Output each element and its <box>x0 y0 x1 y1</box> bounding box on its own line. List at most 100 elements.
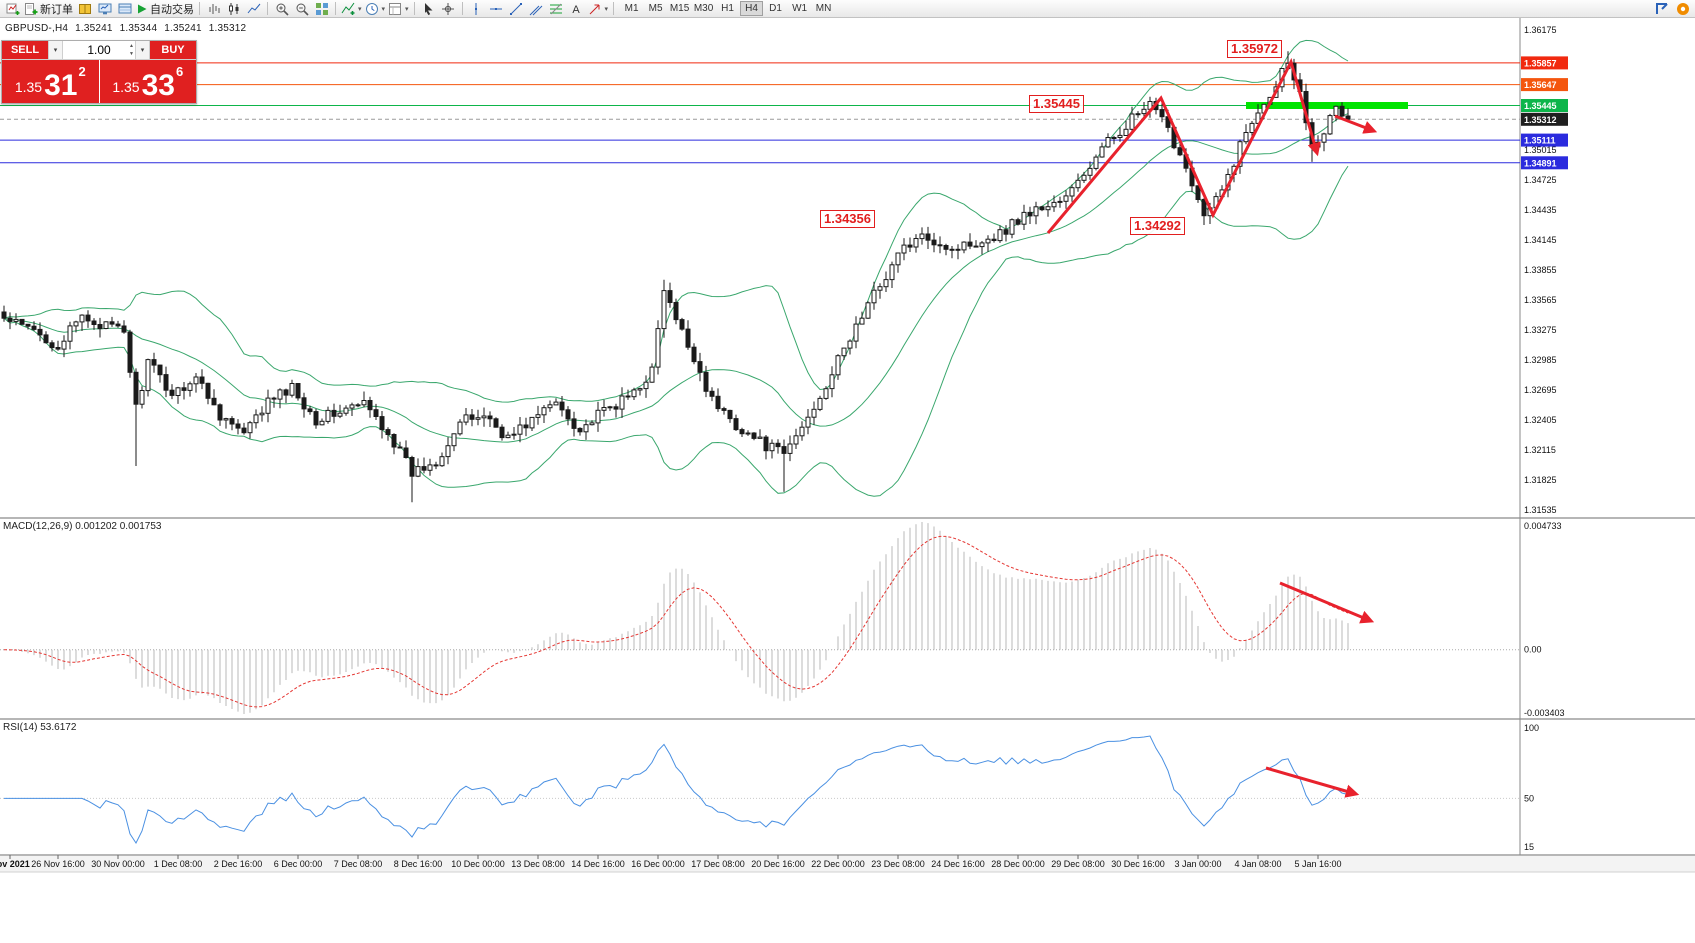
new-order-label: 新订单 <box>40 3 73 16</box>
price-tick-label: 1.33855 <box>1524 265 1557 275</box>
timeframe-mn-button[interactable]: MN <box>812 1 835 16</box>
price-annotation[interactable]: 1.35972 <box>1227 40 1282 58</box>
buy-button[interactable]: BUY <box>150 41 196 59</box>
time-label: 13 Dec 08:00 <box>511 859 565 869</box>
cursor-button[interactable] <box>419 1 438 17</box>
crosshair-button[interactable] <box>439 1 458 17</box>
line-chart-button[interactable] <box>244 1 263 17</box>
chart-ohlc-info: GBPUSD-,H4 1.35241 1.35344 1.35241 1.353… <box>5 23 250 34</box>
time-label: 16 Dec 00:00 <box>631 859 685 869</box>
candles <box>1 51 1351 503</box>
time-label: 1 Dec 08:00 <box>154 859 203 869</box>
fibonacci-button[interactable] <box>547 1 566 17</box>
time-label: 24 Dec 16:00 <box>931 859 985 869</box>
timeframe-m30-button[interactable]: M30 <box>693 3 714 14</box>
candlestick-chart-button[interactable] <box>224 1 243 17</box>
trendline-button[interactable] <box>507 1 526 17</box>
history-center-button[interactable] <box>75 1 94 17</box>
time-label: 10 Dec 00:00 <box>451 859 505 869</box>
macd-header: MACD(12,26,9) 0.001202 0.001753 <box>3 521 162 532</box>
volume-down-button[interactable]: ▼ <box>129 51 134 57</box>
auto-trading-button[interactable]: 自动交易 <box>135 1 195 17</box>
price-tick-label: 1.35015 <box>1524 145 1557 155</box>
time-label: 30 Dec 16:00 <box>1111 859 1165 869</box>
timeframe-d1-button[interactable]: D1 <box>764 1 787 16</box>
new-chart-button[interactable] <box>3 1 22 17</box>
timeframe-h4-button[interactable]: H4 <box>740 1 764 16</box>
timeframe-m5-button[interactable]: M5 <box>644 1 667 16</box>
arrows-tool-icon <box>589 4 600 14</box>
arrows-tool-button[interactable]: ▾ <box>587 1 610 17</box>
chevron-down-icon: ▾ <box>358 5 362 13</box>
time-label: 29 Dec 08:00 <box>1051 859 1105 869</box>
cursor-arrow-icon <box>425 2 433 15</box>
vertical-line-icon <box>475 2 478 15</box>
svg-text:1.35312: 1.35312 <box>1524 115 1557 125</box>
price-annotation[interactable]: 1.35445 <box>1029 95 1084 113</box>
price-annotation[interactable]: 1.34356 <box>820 210 875 228</box>
market-watch-button[interactable] <box>95 1 114 17</box>
zoom-in-button[interactable] <box>272 1 291 17</box>
chevron-down-icon: ▾ <box>405 5 409 13</box>
bid-pips: 31 <box>44 68 78 102</box>
text-tool-icon: A <box>572 4 580 16</box>
time-label: 7 Dec 08:00 <box>334 859 383 869</box>
bid-price[interactable]: 1.35 31 2 <box>2 60 100 103</box>
tile-windows-button[interactable] <box>312 1 331 17</box>
trend-arrow[interactable] <box>1046 57 1321 234</box>
highlight-band[interactable] <box>1246 102 1408 109</box>
indicators-icon <box>341 2 355 15</box>
bar-open-value: 1.35241 <box>75 23 113 34</box>
time-label: Nov 2021 <box>0 859 30 869</box>
terminal-button[interactable] <box>115 1 134 17</box>
trend-arrow[interactable] <box>1265 766 1360 798</box>
zoom-out-icon <box>296 3 309 16</box>
periods-button[interactable]: ▾ <box>364 1 387 17</box>
crosshair-icon <box>442 2 455 15</box>
price-tick-label: 1.36175 <box>1524 25 1557 35</box>
toolbar-separator <box>267 2 268 15</box>
ask-pipette: 6 <box>175 64 184 79</box>
time-label: 22 Dec 00:00 <box>811 859 865 869</box>
rsi-indicator: 100 50 15 <box>0 723 1539 852</box>
price-tick-label: 1.32985 <box>1524 355 1557 365</box>
horizontal-line-icon <box>490 7 503 10</box>
chart-shift-button[interactable] <box>1652 1 1671 17</box>
trend-arrow[interactable] <box>1334 114 1378 134</box>
templates-button[interactable]: ▾ <box>387 1 410 17</box>
price-tick-label: 1.32695 <box>1524 385 1557 395</box>
vertical-line-button[interactable] <box>467 1 486 17</box>
trend-arrow[interactable] <box>1279 581 1375 624</box>
bar-chart-button[interactable] <box>204 1 223 17</box>
rsi-scale-mid: 50 <box>1524 793 1534 803</box>
timeframe-w1-button[interactable]: W1 <box>788 1 811 16</box>
tile-windows-icon <box>315 2 328 15</box>
horizontal-line-button[interactable] <box>487 1 506 17</box>
text-tool-button[interactable]: A <box>567 1 586 17</box>
price-tick-label: 1.33565 <box>1524 295 1557 305</box>
zoom-out-button[interactable] <box>292 1 311 17</box>
svg-text:1.35111: 1.35111 <box>1524 136 1556 146</box>
indicators-button[interactable]: ▾ <box>340 1 363 17</box>
new-order-button[interactable]: 新订单 <box>23 1 74 17</box>
price-tick-label: 1.32115 <box>1524 445 1556 455</box>
channel-button[interactable] <box>527 1 546 17</box>
ask-price[interactable]: 1.35 33 6 <box>99 60 196 103</box>
alerts-button[interactable] <box>1673 1 1692 17</box>
timeframe-m1-button[interactable]: M1 <box>620 1 643 16</box>
buy-options-dropdown[interactable]: ▾ <box>135 41 150 59</box>
price-tick-label: 1.34725 <box>1524 175 1557 185</box>
sell-options-dropdown[interactable]: ▾ <box>48 41 63 59</box>
market-watch-icon <box>98 3 111 14</box>
volume-input[interactable] <box>63 41 135 59</box>
timeframe-h1-button[interactable]: H1 <box>716 1 739 16</box>
macd-scale-top: 0.004733 <box>1524 521 1562 531</box>
rsi-scale-top: 100 <box>1524 723 1539 733</box>
zoom-in-icon <box>276 3 289 16</box>
timeframe-m15-button[interactable]: M15 <box>669 3 690 14</box>
volume-up-button[interactable]: ▲ <box>129 43 134 49</box>
time-axis-strip[interactable] <box>0 856 1695 872</box>
price-annotation[interactable]: 1.34292 <box>1130 217 1185 235</box>
sell-button[interactable]: SELL <box>2 41 48 59</box>
